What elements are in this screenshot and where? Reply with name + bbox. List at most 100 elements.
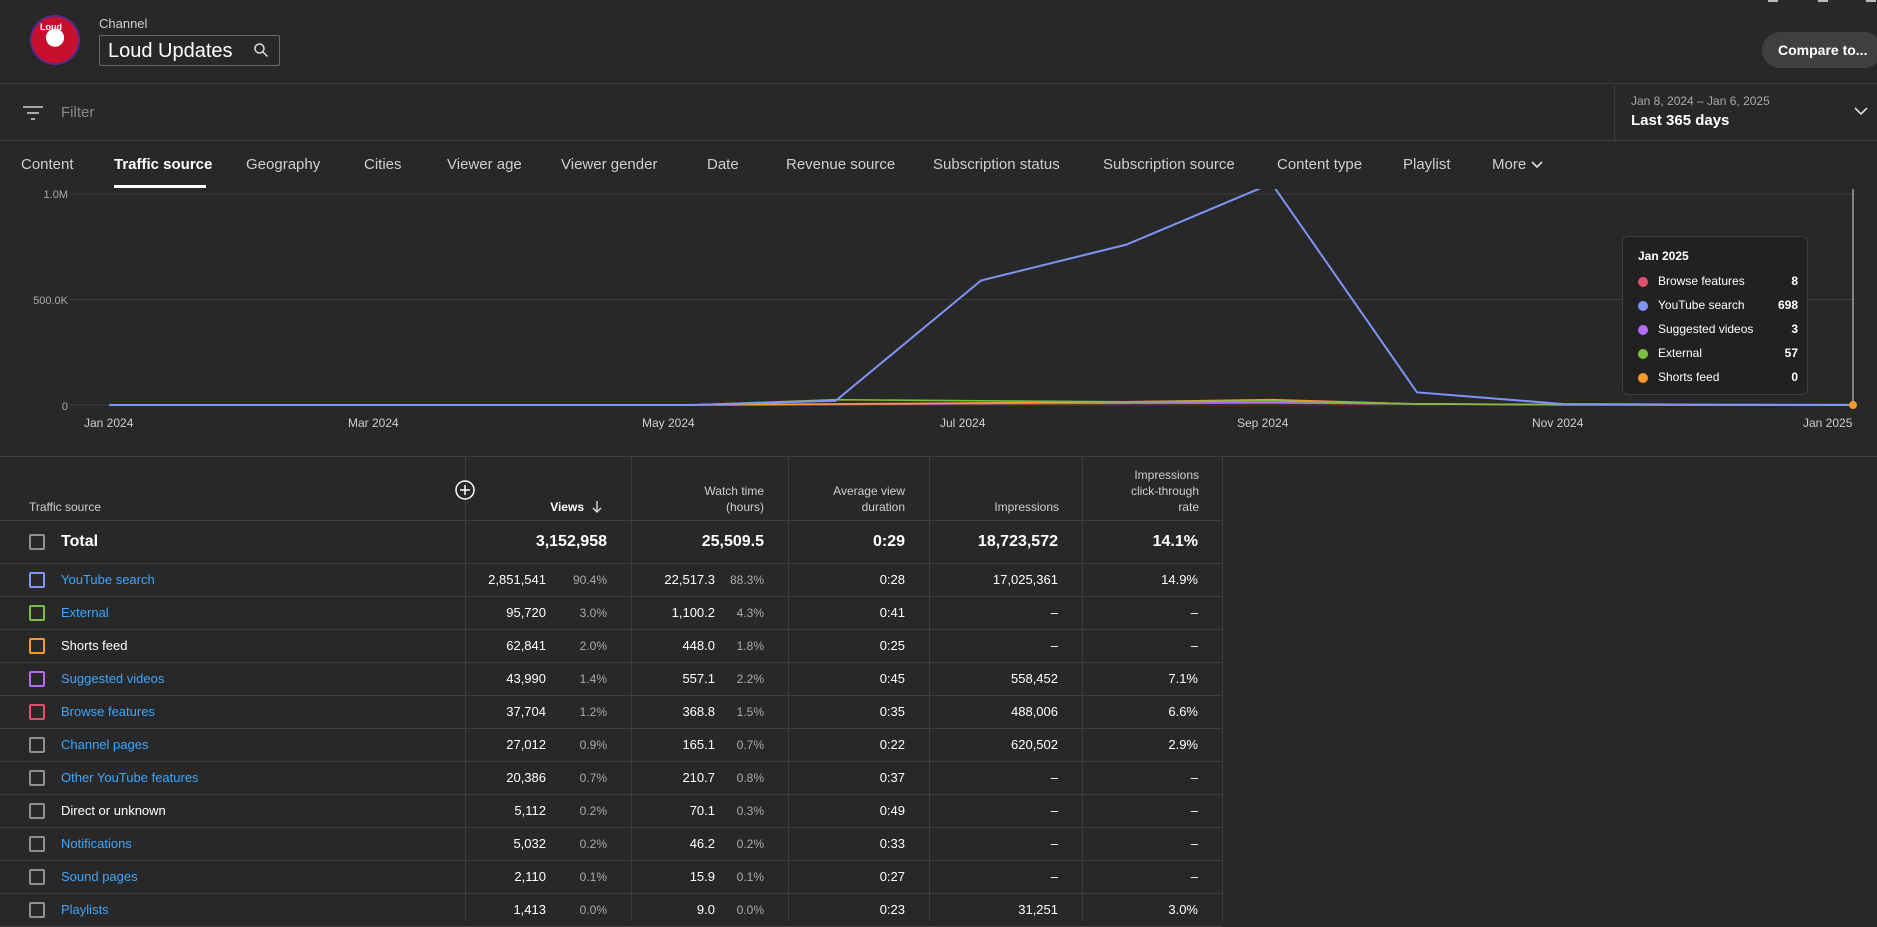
table-row[interactable]: Notifications 5,032 0.2% 46.2 0.2% 0:33 – –: [0, 828, 1222, 861]
total-impressions: 18,723,572: [977, 533, 1058, 550]
views-value: 2,110: [514, 869, 546, 884]
views-value: 37,704: [506, 704, 546, 719]
table-row[interactable]: Direct or unknown 5,112 0.2% 70.1 0.3% 0:49 – –: [0, 795, 1222, 828]
minimize-icon[interactable]: [1768, 0, 1778, 2]
tab-viewer-gender[interactable]: Viewer gender: [561, 156, 658, 173]
traffic-table: Traffic source Views Watch time (hours) …: [0, 456, 1877, 927]
total-checkbox[interactable]: [29, 534, 45, 550]
views-percent: 1.2%: [579, 705, 607, 719]
tab-content[interactable]: Content: [21, 156, 74, 173]
feedback-icon[interactable]: [1818, 0, 1828, 2]
row-checkbox[interactable]: [29, 605, 45, 621]
ctr-value: –: [1190, 803, 1198, 818]
table-row[interactable]: Sound pages 2,110 0.1% 15.9 0.1% 0:27 – –: [0, 861, 1222, 894]
header-average-view-duration[interactable]: Average view duration: [800, 483, 905, 515]
tab-geography[interactable]: Geography: [246, 156, 321, 173]
x-tick-label: Mar 2024: [348, 416, 399, 430]
row-checkbox[interactable]: [29, 836, 45, 852]
table-row[interactable]: Browse features 37,704 1.2% 368.8 1.5% 0:35 48…: [0, 696, 1222, 729]
tab-traffic-source[interactable]: Traffic source: [114, 156, 213, 173]
chevron-down-icon: [1854, 107, 1868, 116]
tab-subscription-source[interactable]: Subscription source: [1103, 156, 1235, 173]
tab-revenue-source[interactable]: Revenue source: [786, 156, 896, 173]
tab-content-type[interactable]: Content type: [1277, 156, 1363, 173]
row-checkbox[interactable]: [29, 638, 45, 654]
tab-more[interactable]: More: [1492, 156, 1544, 173]
traffic-source-link[interactable]: YouTube search: [61, 572, 155, 587]
traffic-source-link[interactable]: Browse features: [61, 704, 155, 719]
table-row[interactable]: External 95,720 3.0% 1,100.2 4.3% 0:41 – –: [0, 597, 1222, 630]
row-checkbox[interactable]: [29, 770, 45, 786]
filter-icon[interactable]: [22, 105, 44, 121]
row-checkbox[interactable]: [29, 902, 45, 918]
tooltip-value: 3: [1791, 322, 1798, 336]
search-icon[interactable]: [253, 42, 269, 58]
ctr-value: –: [1190, 836, 1198, 851]
watch-time-percent: 0.2%: [736, 837, 764, 851]
header-traffic-source[interactable]: Traffic source: [29, 500, 102, 514]
watch-time-value: 557.1: [682, 671, 715, 686]
header-line: duration: [861, 500, 905, 514]
traffic-source-link[interactable]: Channel pages: [61, 737, 149, 752]
header-ctr[interactable]: Impressions click-through rate: [1095, 467, 1199, 515]
sort-arrow-down-icon[interactable]: [591, 499, 603, 515]
row-checkbox[interactable]: [29, 572, 45, 588]
channel-selector[interactable]: Loud Updates: [99, 35, 280, 66]
header-line: Average view: [833, 484, 905, 498]
watch-time-percent: 0.8%: [736, 771, 764, 785]
table-row[interactable]: Channel pages 27,012 0.9% 165.1 0.7% 0:22 620,…: [0, 729, 1222, 762]
table-row[interactable]: Shorts feed 62,841 2.0% 448.0 1.8% 0:25 – –: [0, 630, 1222, 663]
impressions-value: –: [1050, 638, 1058, 653]
traffic-source-link[interactable]: Other YouTube features: [61, 770, 199, 785]
row-checkbox[interactable]: [29, 671, 45, 687]
traffic-source-link[interactable]: Playlists: [61, 902, 109, 917]
tooltip-value: 8: [1791, 274, 1798, 288]
traffic-source-link[interactable]: Sound pages: [61, 869, 138, 884]
header-line: rate: [1178, 500, 1199, 514]
impressions-value: –: [1050, 836, 1058, 851]
filter-input[interactable]: Filter: [61, 104, 95, 121]
add-column-icon[interactable]: [454, 479, 476, 501]
header-views[interactable]: Views: [550, 500, 584, 514]
views-percent: 1.4%: [579, 672, 607, 686]
tab-playlist[interactable]: Playlist: [1403, 156, 1451, 173]
views-percent: 0.1%: [579, 870, 607, 884]
tab-date[interactable]: Date: [707, 156, 739, 173]
series-line-youtube-search[interactable]: [109, 189, 1854, 406]
tab-cities[interactable]: Cities: [364, 156, 402, 173]
ctr-value: 3.0%: [1168, 902, 1198, 917]
legend-dot: [1638, 349, 1648, 359]
x-tick-label: Sep 2024: [1237, 416, 1289, 430]
table-row[interactable]: Playlists 1,413 0.0% 9.0 0.0% 0:23 31,251 3.0%: [0, 894, 1222, 927]
views-value: 27,012: [506, 737, 546, 752]
traffic-source-link[interactable]: Suggested videos: [61, 671, 165, 686]
traffic-source-link[interactable]: Notifications: [61, 836, 132, 851]
avd-value: 0:45: [879, 671, 905, 686]
table-row[interactable]: Other YouTube features 20,386 0.7% 210.7 0.8…: [0, 762, 1222, 795]
tab-viewer-age[interactable]: Viewer age: [447, 156, 522, 173]
close-icon[interactable]: [1866, 0, 1876, 2]
views-value: 20,386: [506, 770, 546, 785]
chart-tooltip: Jan 2025 Browse features 8 YouTube searc…: [1622, 236, 1808, 395]
ctr-value: –: [1190, 638, 1198, 653]
watch-time-value: 368.8: [682, 704, 715, 719]
watch-time-value: 15.9: [689, 869, 715, 884]
tab-subscription-status[interactable]: Subscription status: [933, 156, 1060, 173]
report-tabs: Content Traffic source Geography Cities …: [0, 141, 1877, 189]
date-range-selector[interactable]: Jan 8, 2024 – Jan 6, 2025 Last 365 days: [1614, 85, 1877, 141]
total-views: 3,152,958: [535, 533, 607, 550]
row-checkbox[interactable]: [29, 737, 45, 753]
row-checkbox[interactable]: [29, 704, 45, 720]
active-tab-indicator: [114, 185, 206, 188]
traffic-source-link[interactable]: External: [61, 605, 109, 620]
row-checkbox[interactable]: [29, 869, 45, 885]
table-row[interactable]: YouTube search 2,851,541 90.4% 22,517.3 88.3…: [0, 564, 1222, 597]
views-percent: 0.2%: [579, 804, 607, 818]
chevron-down-icon: [1531, 161, 1543, 169]
table-row[interactable]: Suggested videos 43,990 1.4% 557.1 2.2% 0:45 5…: [0, 663, 1222, 696]
header-impressions[interactable]: Impressions: [994, 500, 1059, 514]
tooltip-label: YouTube search: [1658, 298, 1745, 312]
compare-button[interactable]: Compare to...: [1762, 32, 1877, 68]
header-watch-time[interactable]: Watch time (hours): [660, 483, 764, 515]
row-checkbox[interactable]: [29, 803, 45, 819]
